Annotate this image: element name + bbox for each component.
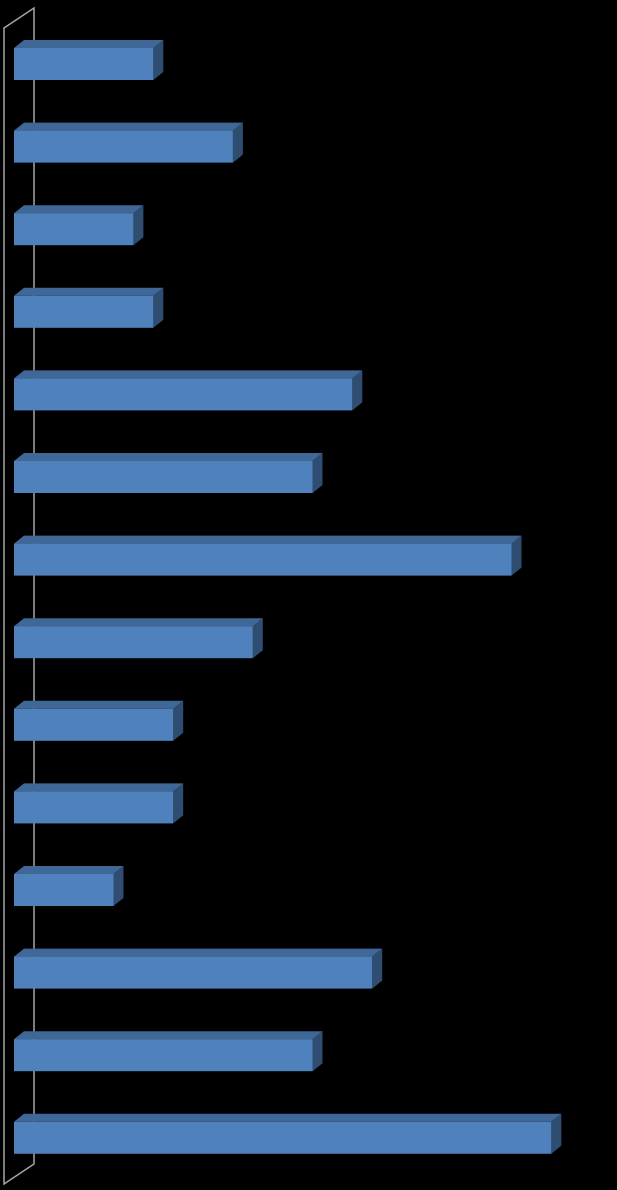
bar-top	[14, 40, 164, 48]
bar-top	[14, 535, 522, 544]
bar-side	[372, 948, 383, 989]
bar-side	[312, 453, 323, 493]
bar	[14, 370, 363, 411]
bar-top	[14, 1113, 562, 1122]
bar-top	[14, 287, 164, 296]
bar	[14, 122, 243, 163]
bar-front	[14, 543, 512, 576]
bar	[14, 948, 383, 989]
bar-side	[312, 1031, 323, 1072]
bar	[14, 783, 184, 824]
bar-top	[14, 700, 184, 709]
bar	[14, 866, 124, 906]
bar-front	[14, 1121, 552, 1154]
bar-front	[14, 378, 353, 411]
axis-wall	[3, 6, 35, 1186]
bar	[14, 40, 164, 80]
bar-top	[14, 618, 263, 627]
bar-top	[14, 205, 144, 214]
bar-top	[14, 122, 243, 131]
bar-front	[14, 874, 114, 906]
bar	[14, 618, 263, 659]
bar-side	[153, 287, 164, 328]
bar-side	[173, 700, 184, 741]
bar	[14, 453, 323, 493]
bar-side	[133, 205, 144, 246]
bar-side	[173, 783, 184, 824]
bar-top	[14, 948, 383, 957]
bar-front	[14, 213, 134, 246]
bar	[14, 700, 184, 741]
bar-side	[252, 618, 263, 659]
bar-top	[14, 370, 363, 379]
bar-top	[14, 453, 323, 461]
bar-side	[153, 40, 164, 80]
bar-front	[14, 295, 154, 328]
bar-front	[14, 956, 373, 989]
bar	[14, 1113, 562, 1154]
bar-side	[113, 866, 124, 906]
bar-front	[14, 791, 174, 824]
bar	[14, 535, 522, 576]
bar-top	[14, 783, 184, 792]
bar-front	[14, 461, 313, 493]
bar-front	[14, 48, 154, 80]
bar-front	[14, 1039, 313, 1072]
bar-front	[14, 130, 233, 163]
bar	[14, 205, 144, 246]
bar-side	[352, 370, 363, 411]
bar-top	[14, 866, 124, 874]
bar	[14, 287, 164, 328]
bar-side	[232, 122, 243, 163]
bar	[14, 1031, 323, 1072]
bar-top	[14, 1031, 323, 1040]
bar-side	[511, 535, 522, 576]
bar-side	[551, 1113, 562, 1154]
bar-front	[14, 626, 253, 659]
bar-front	[14, 708, 174, 741]
